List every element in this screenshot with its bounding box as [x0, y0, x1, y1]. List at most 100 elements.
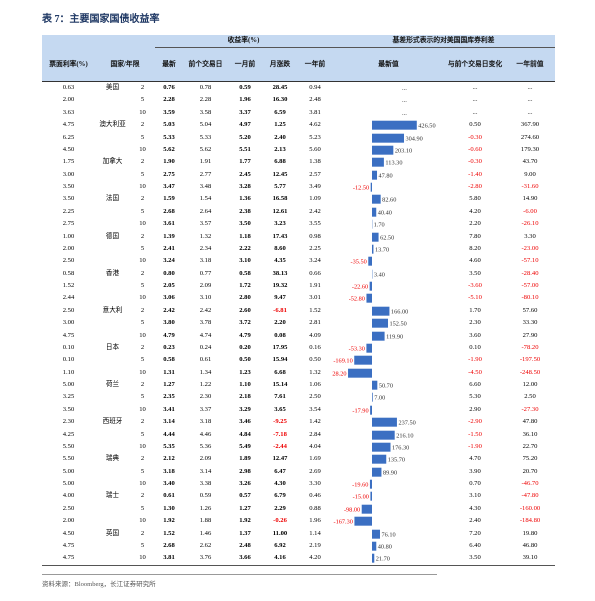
table-cell: 6.60	[469, 381, 481, 388]
spread-cell: 89.90	[332, 466, 445, 478]
spread-cell: 13.70	[332, 243, 445, 255]
table-cell: 3.10	[469, 492, 481, 500]
table-cell	[95, 391, 130, 403]
table-row: 2.25 5 2.68 2.64 2.38 12.61 2.42 40.40 4.20 -6.00	[42, 206, 555, 218]
spread-cell: 50.70	[332, 379, 445, 391]
table-cell: 17.43	[272, 232, 288, 240]
table-cell: 1.27	[163, 381, 175, 388]
table-cell: 0.58	[239, 269, 251, 277]
spread-cell: -167.30	[332, 515, 445, 527]
spread-bar	[372, 145, 394, 155]
table-cell: 1.46	[199, 529, 212, 537]
table-cell: 179.30	[520, 145, 540, 153]
table-cell: 3.25	[62, 393, 75, 401]
spread-label: ...	[402, 98, 407, 105]
spread-bar-chart: 152.50	[372, 318, 407, 328]
table-cell	[95, 243, 130, 255]
table-cell: 3.49	[309, 183, 321, 190]
table-cell: 3.18	[163, 467, 175, 475]
table-cell	[95, 280, 130, 292]
table-row: 2.00 5 2.41 2.34 2.22 8.60 2.25 13.70 8.20 -23.00	[42, 243, 555, 255]
table-cell: 2.19	[309, 541, 321, 549]
spread-bar-chart: -35.50	[351, 256, 372, 266]
table-body: 0.63 美国 2 0.76 0.78 0.59 28.45 0.94......... 2.0…	[42, 82, 555, 566]
table-cell: 5.50	[62, 455, 75, 463]
table-cell: 3.57	[199, 220, 212, 228]
table-cell: 10	[139, 331, 146, 339]
table-cell	[95, 503, 130, 515]
table-cell: -6.00	[523, 207, 537, 215]
table-cell: 2.69	[309, 467, 321, 475]
spread-label: ...	[402, 85, 407, 92]
table-cell: 27.90	[522, 331, 538, 339]
table-cell: -4.50	[468, 368, 482, 376]
spread-bar-chart: 166.00	[372, 306, 408, 316]
spread-label: 1.70	[374, 222, 385, 229]
table-cell: 2.80	[239, 294, 251, 302]
spread-label: -35.50	[351, 259, 367, 266]
table-cell: 1.39	[163, 232, 175, 240]
table-cell: 瑞典	[105, 455, 120, 463]
spread-bar-chart: 13.70	[372, 244, 389, 254]
table-cell: 4.84	[239, 430, 251, 438]
table-row: 2.00 5 2.28 2.28 1.96 16.30 2.48.........	[42, 94, 555, 106]
table-cell: 1.37	[239, 529, 251, 537]
table-cell: 瑞士	[105, 492, 120, 500]
spread-cell: -15.00	[332, 490, 445, 502]
table-cell: 47.80	[522, 418, 538, 426]
table-cell: 1.96	[239, 96, 251, 104]
table-cell: 0.63	[62, 84, 75, 91]
table-cell: 荷兰	[105, 381, 120, 388]
table-cell: 5.00	[62, 467, 75, 475]
table-cell: 5.20	[239, 133, 251, 141]
spread-label: 152.50	[390, 321, 407, 328]
table-cell: 2	[140, 269, 145, 277]
spread-label: 216.10	[396, 432, 413, 439]
spread-cell: -52.80	[332, 292, 445, 304]
spread-bar-chart: 76.10	[372, 529, 396, 539]
table-cell: 2.81	[309, 319, 321, 327]
table-cell: 5	[140, 319, 145, 327]
table-cell	[95, 367, 130, 379]
table-cell	[95, 540, 130, 552]
table-cell: 2	[140, 84, 145, 91]
table-cell: 3.76	[183, 552, 228, 566]
spread-bar-chart: 62.50	[372, 232, 394, 242]
table-cell: 2	[140, 343, 145, 351]
table-row: 0.63 美国 2 0.76 0.78 0.59 28.45 0.94.........	[42, 82, 555, 95]
table-cell: 1.06	[309, 381, 321, 388]
table-cell: 西班牙	[102, 418, 123, 426]
table-cell: 5.60	[309, 145, 321, 153]
table-cell: 2.40	[274, 133, 286, 141]
spread-bar-chart: 40.80	[372, 541, 392, 551]
table-cell: -23.00	[521, 244, 539, 252]
table-cell: 10	[139, 257, 146, 265]
spread-bar	[372, 306, 390, 316]
table-cell: 3.37	[199, 405, 212, 413]
table-cell: 3.72	[239, 319, 251, 327]
table-cell: 4.30	[469, 504, 481, 512]
table-cell: 0.77	[199, 269, 212, 277]
table-cell: 2.68	[163, 207, 175, 215]
table-cell: 33.30	[522, 319, 538, 327]
table-cell: 2	[140, 232, 145, 240]
spread-bar	[348, 368, 372, 378]
table-cell: -28.40	[521, 269, 539, 277]
spread-cell: 47.80	[332, 169, 445, 181]
table-cell: 1.18	[239, 232, 251, 240]
table-cell: 2.60	[239, 306, 251, 314]
table-cell: 2.18	[239, 393, 251, 401]
table-cell	[95, 466, 130, 478]
spread-cell: 119.90	[332, 330, 445, 342]
yield-table: 收益率(%) 基差形式表示的对美国国库券利差 票面利率(%) 国家/年限 最新 …	[42, 35, 555, 566]
table-cell: 1.23	[239, 368, 251, 376]
spread-label: 13.70	[375, 246, 389, 253]
table-cell: 2.00	[62, 244, 75, 252]
column-header: 票面利率(%)	[42, 47, 95, 82]
table-cell: 2.50	[62, 306, 75, 314]
table-cell: 36.10	[522, 430, 538, 438]
table-cell: ...	[527, 84, 533, 91]
table-cell: 10	[139, 183, 146, 190]
table-cell: 2.30	[62, 418, 75, 426]
table-cell: 0.23	[163, 343, 175, 351]
